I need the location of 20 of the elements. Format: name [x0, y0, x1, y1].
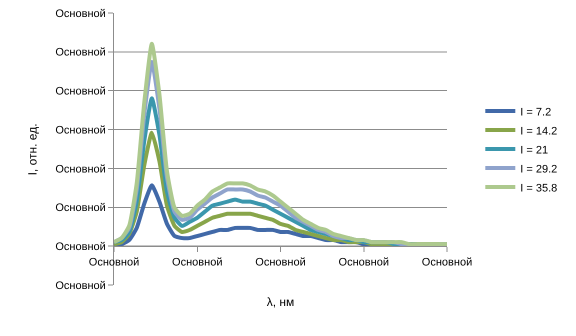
text: Основной — [55, 86, 106, 98]
legend-label: I = 21 — [520, 144, 548, 156]
legend-label: I = 14.2 — [520, 125, 558, 138]
text: Основной — [55, 46, 106, 59]
text: Основной — [338, 256, 389, 268]
text: I, отн. ед. — [25, 123, 40, 176]
text: Основной — [255, 256, 306, 268]
x-axis-title: λ, нм — [266, 295, 294, 310]
text: Основной — [55, 280, 106, 292]
text: Основной — [422, 256, 472, 268]
text: Основной — [55, 124, 106, 136]
legend-label: I = 7.2 — [520, 106, 552, 118]
legend-label: I = 29.2 — [520, 163, 558, 176]
text: Основной — [55, 163, 106, 176]
legend-label: I = 35.8 — [520, 182, 558, 194]
text: Основной — [88, 256, 140, 268]
text: Основной — [55, 240, 106, 253]
text: Основной — [55, 8, 106, 20]
text: Основной — [172, 256, 222, 268]
text: Основной — [55, 202, 106, 214]
